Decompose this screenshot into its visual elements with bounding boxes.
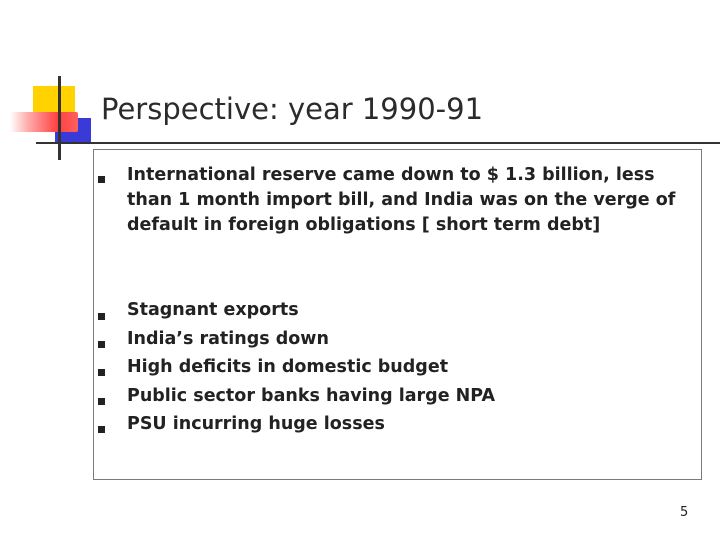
bullet-3-text: India’s ratings down — [127, 329, 329, 349]
bullet-1-line-1: International reserve came down to $ 1.3… — [127, 165, 655, 185]
bullet-marker — [98, 341, 105, 348]
bullet-marker — [98, 426, 105, 433]
bullet-marker — [98, 176, 105, 183]
slide-title: Perspective: year 1990-91 — [101, 92, 484, 126]
bullet-5-text: Public sector banks having large NPA — [127, 386, 496, 406]
bullet-4-text: High deficits in domestic budget — [127, 357, 449, 377]
bullet-2-text: Stagnant exports — [127, 300, 299, 320]
bullet-6-text: PSU incurring huge losses — [127, 414, 385, 434]
bullet-marker — [98, 369, 105, 376]
bullet-marker — [98, 313, 105, 320]
bullet-1-line-3: default in foreign obligations [ short t… — [127, 215, 601, 235]
title-underline — [36, 142, 720, 144]
decor-vertical-line — [58, 76, 61, 160]
bullet-marker — [98, 398, 105, 405]
page-number: 5 — [680, 505, 689, 520]
content-box — [93, 149, 702, 480]
bullet-1-line-2: than 1 month import bill, and India was … — [127, 190, 676, 210]
decor-red-bar — [10, 112, 78, 132]
